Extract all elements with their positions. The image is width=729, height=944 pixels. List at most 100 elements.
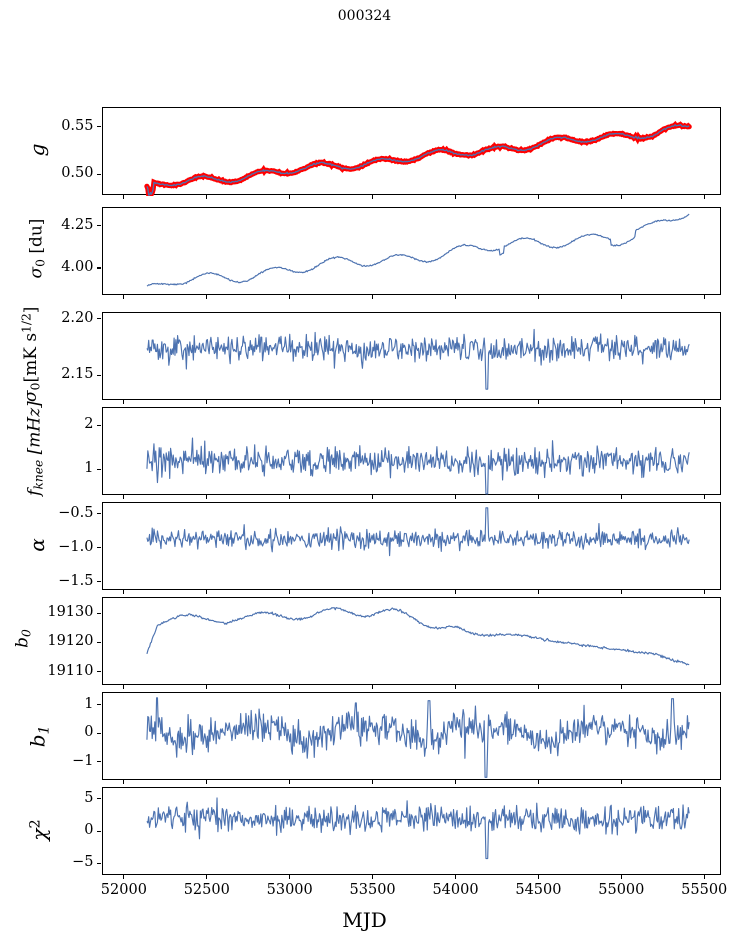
ytick-alpha-0	[97, 513, 102, 515]
panel-sigma0_du	[101, 207, 721, 295]
xtick-b0-7	[703, 685, 705, 690]
xtick-sigma0_du-1	[206, 295, 208, 300]
ytick-alpha-1	[97, 547, 102, 549]
plot-line-alpha	[145, 507, 690, 557]
plot-line-sigma0_mK	[145, 328, 690, 390]
xtick-sigma0_mK-6	[620, 400, 622, 405]
xtick-chi2-7	[703, 875, 705, 880]
ytick-label-chi2-0: −5	[72, 854, 94, 871]
panel-sigma0_mK	[101, 312, 721, 400]
xtick-f_knee-2	[289, 495, 291, 500]
ytick-sigma0_du-0	[97, 267, 102, 269]
series-alpha	[145, 507, 690, 557]
panel-alpha	[101, 502, 721, 590]
xtick-b0-1	[206, 685, 208, 690]
xtick-b1-5	[537, 780, 540, 785]
ytick-b1-0	[97, 761, 102, 763]
series-b1	[145, 697, 690, 778]
ytick-alpha-2	[97, 581, 102, 583]
xtick-alpha-1	[206, 590, 208, 595]
figure-title: 000324	[337, 8, 392, 24]
xtick-sigma0_mK-5	[537, 400, 540, 405]
ytick-label-chi2-2: 5	[84, 789, 94, 806]
xtick-alpha-7	[703, 590, 705, 595]
xtick-g-0	[123, 195, 125, 200]
xtick-sigma0_mK-7	[703, 400, 705, 405]
ytick-label-b1-2: 1	[84, 695, 94, 712]
series-sigma0_du	[146, 213, 690, 287]
panel-chi2	[101, 787, 721, 875]
xtick-f_knee-4	[455, 495, 457, 500]
xtick-sigma0_mK-1	[206, 400, 208, 405]
xtick-sigma0_du-0	[123, 295, 125, 300]
xtick-label-1: 52500	[183, 882, 230, 898]
xtick-g-3	[372, 195, 374, 200]
ytick-label-g-1: 0.55	[61, 117, 94, 134]
panel-b1	[101, 692, 721, 780]
ytick-label-alpha-0: −0.5	[58, 504, 94, 521]
ytick-label-f_knee-0: 1	[84, 460, 94, 477]
xtick-chi2-3	[372, 875, 374, 880]
xtick-g-1	[206, 195, 208, 200]
series-sigma0_mK	[145, 328, 690, 390]
ytick-b0-2	[97, 612, 102, 614]
panel-g	[101, 107, 721, 196]
xtick-alpha-0	[123, 590, 125, 595]
xtick-g-6	[620, 195, 622, 200]
ytick-sigma0_mK-0	[97, 374, 102, 376]
xtick-sigma0_du-5	[537, 295, 540, 300]
ytick-label-b0-0: 19110	[47, 662, 94, 679]
xtick-b0-3	[372, 685, 374, 690]
xtick-b0-4	[455, 685, 457, 690]
plot-line-sigma0_du	[146, 213, 690, 287]
ytick-label-g-0: 0.50	[61, 165, 94, 182]
xtick-alpha-2	[289, 590, 291, 595]
plot-line-f_knee	[145, 437, 690, 495]
ylabel-b1: b1	[25, 725, 53, 748]
xtick-alpha-5	[537, 590, 540, 595]
xtick-b0-0	[123, 685, 125, 690]
xtick-sigma0_mK-2	[289, 400, 291, 405]
xtick-f_knee-3	[372, 495, 374, 500]
ytick-g-0	[97, 173, 102, 175]
xtick-g-4	[455, 195, 457, 200]
xtick-b0-5	[537, 685, 540, 690]
plot-line-chi2	[145, 797, 690, 860]
x-axis-label: MJD	[342, 908, 387, 932]
xtick-chi2-6	[620, 875, 622, 880]
ytick-label-alpha-2: −1.5	[58, 572, 94, 589]
panel-f_knee	[101, 407, 721, 495]
xtick-f_knee-0	[123, 495, 125, 500]
ytick-chi2-1	[97, 830, 102, 832]
xtick-label-2: 53000	[266, 882, 313, 898]
xtick-sigma0_du-6	[620, 295, 622, 300]
ytick-b1-1	[97, 732, 102, 734]
xtick-f_knee-5	[537, 495, 540, 500]
series-g	[145, 123, 690, 196]
ytick-label-sigma0_mK-1: 2.20	[61, 309, 94, 326]
xtick-alpha-4	[455, 590, 457, 595]
ytick-chi2-2	[97, 798, 102, 800]
ytick-label-sigma0_du-0: 4.00	[61, 258, 94, 275]
panel-b0	[101, 597, 721, 685]
ylabel-chi2: χ2	[27, 819, 51, 841]
xtick-sigma0_mK-0	[123, 400, 125, 405]
ytick-b0-1	[97, 641, 102, 644]
xtick-chi2-5	[537, 875, 540, 880]
ytick-f_knee-1	[97, 424, 102, 427]
xtick-label-3: 53500	[349, 882, 396, 898]
ytick-label-sigma0_du-1: 4.25	[61, 216, 94, 233]
plot-line-g	[143, 120, 692, 196]
ytick-label-alpha-1: −1.0	[58, 538, 94, 555]
xtick-f_knee-1	[206, 495, 208, 500]
xtick-chi2-0	[123, 875, 125, 880]
series-chi2	[145, 797, 690, 860]
xtick-sigma0_mK-4	[455, 400, 457, 405]
xtick-b1-0	[123, 780, 125, 785]
xtick-sigma0_du-4	[455, 295, 457, 300]
series-f_knee	[145, 437, 690, 495]
ytick-sigma0_du-1	[97, 225, 102, 227]
xtick-label-0: 52000	[100, 882, 147, 898]
ytick-label-b0-1: 19120	[47, 633, 94, 650]
xtick-chi2-1	[206, 875, 208, 880]
